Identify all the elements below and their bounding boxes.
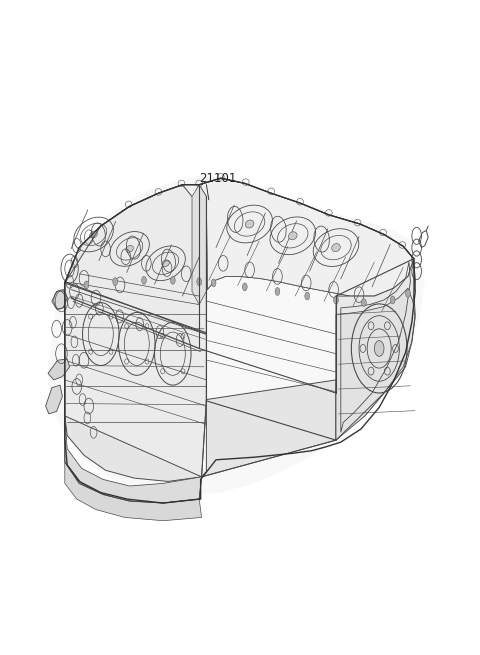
- Polygon shape: [336, 259, 415, 440]
- Ellipse shape: [170, 276, 175, 284]
- Ellipse shape: [406, 290, 410, 297]
- Ellipse shape: [361, 299, 366, 307]
- Polygon shape: [48, 176, 425, 495]
- Ellipse shape: [142, 276, 146, 284]
- Polygon shape: [65, 185, 206, 477]
- Polygon shape: [336, 288, 415, 440]
- Polygon shape: [46, 385, 62, 414]
- Ellipse shape: [126, 246, 133, 252]
- Ellipse shape: [211, 279, 216, 287]
- Ellipse shape: [90, 231, 97, 238]
- Ellipse shape: [197, 278, 202, 286]
- Ellipse shape: [113, 278, 118, 286]
- Ellipse shape: [245, 220, 254, 228]
- Ellipse shape: [334, 296, 338, 304]
- Ellipse shape: [275, 288, 280, 295]
- Ellipse shape: [374, 341, 384, 356]
- Ellipse shape: [242, 283, 247, 291]
- Polygon shape: [48, 359, 70, 380]
- Polygon shape: [199, 178, 414, 296]
- Polygon shape: [192, 185, 207, 305]
- Ellipse shape: [84, 281, 89, 289]
- Polygon shape: [65, 380, 336, 481]
- Polygon shape: [52, 290, 67, 309]
- Ellipse shape: [288, 232, 297, 240]
- Ellipse shape: [390, 296, 395, 304]
- Ellipse shape: [162, 260, 169, 267]
- Ellipse shape: [332, 244, 340, 252]
- Polygon shape: [199, 178, 414, 296]
- Polygon shape: [65, 185, 206, 293]
- Polygon shape: [65, 462, 202, 521]
- Polygon shape: [65, 416, 202, 503]
- Ellipse shape: [305, 292, 310, 300]
- Text: 21101: 21101: [199, 172, 237, 185]
